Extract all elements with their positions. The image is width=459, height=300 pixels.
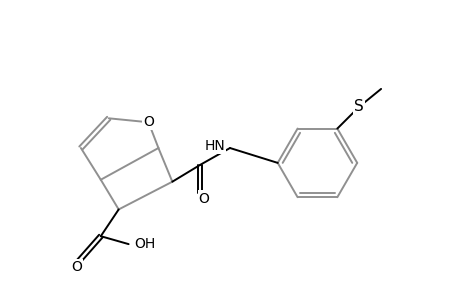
Text: O: O [198, 191, 209, 206]
Text: OH: OH [134, 237, 155, 251]
Text: O: O [143, 115, 154, 129]
Text: S: S [353, 99, 363, 114]
Text: HN: HN [204, 139, 224, 153]
Text: O: O [71, 260, 82, 274]
